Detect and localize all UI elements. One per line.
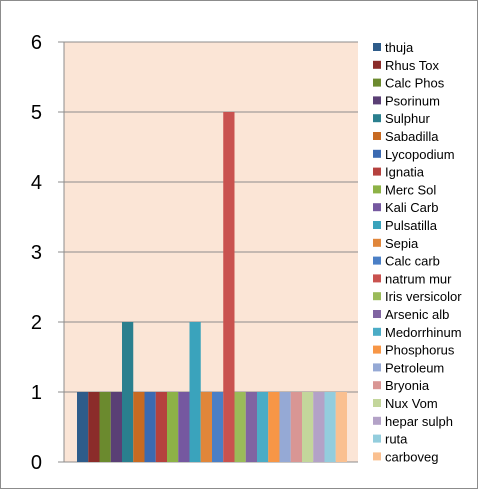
legend-swatch <box>373 149 381 158</box>
bar-ignatia <box>155 392 167 462</box>
bar-phosphorus <box>268 392 280 462</box>
legend-label: Merc Sol <box>385 182 436 197</box>
legend-swatch <box>373 256 381 265</box>
y-tick-label: 4 <box>31 172 42 194</box>
legend-swatch <box>373 310 381 318</box>
legend-swatch <box>373 203 381 212</box>
legend-swatch <box>373 399 381 407</box>
legend-swatch <box>373 114 381 123</box>
legend-label: Arsenic alb <box>385 307 449 322</box>
bars <box>77 112 347 462</box>
legend-swatch <box>373 167 381 176</box>
legend-swatch <box>373 381 381 390</box>
legend-swatch <box>373 221 381 229</box>
legend-label: Petroleum <box>385 360 444 375</box>
bar-rhus-tox <box>88 392 100 462</box>
legend-label: Phosphorus <box>385 343 455 358</box>
bar-sepia <box>200 392 212 462</box>
legend-swatch <box>373 327 381 336</box>
bar-sabadilla <box>133 392 145 462</box>
legend-swatch <box>373 43 381 51</box>
legend-swatch <box>373 78 381 87</box>
bar-hepar-sulph <box>313 392 325 462</box>
bar-bryonia <box>290 392 302 462</box>
legend-label: Lycopodium <box>385 147 455 162</box>
bar-medorrhinum <box>257 392 269 462</box>
y-tick-label: 2 <box>31 312 42 334</box>
legend-swatch <box>373 345 381 354</box>
bar-iris-versicolor <box>234 392 246 462</box>
bar-kali-carb <box>178 392 190 462</box>
legend-label: Medorrhinum <box>385 325 462 340</box>
y-axis: 0 1 2 3 4 5 6 <box>31 32 65 474</box>
legend-label: Ignatia <box>385 165 425 180</box>
y-tick-label: 0 <box>31 452 42 474</box>
legend-swatch <box>373 132 381 140</box>
legend-label: ruta <box>385 432 408 447</box>
legend-swatch <box>373 292 381 301</box>
legend-label: Calc Phos <box>385 76 445 91</box>
bar-merc-sol <box>167 392 179 462</box>
bar-ruta <box>324 392 336 462</box>
legend-swatch <box>373 452 381 461</box>
bar-pulsatilla <box>189 322 201 462</box>
legend-label: Psorinum <box>385 93 440 108</box>
bar-psorinum <box>110 392 122 462</box>
legend-label: Iris versicolor <box>385 289 462 304</box>
legend-label: thuja <box>385 40 414 55</box>
legend-swatch <box>373 363 381 372</box>
legend-label: Bryonia <box>385 378 430 393</box>
legend-label: carboveg <box>385 449 438 464</box>
legend-label: hepar sulph <box>385 414 453 429</box>
legend-swatch <box>373 60 381 69</box>
legend-label: Sabadilla <box>385 129 439 144</box>
legend-swatch <box>373 274 381 283</box>
legend-swatch <box>373 96 381 105</box>
y-tick-label: 3 <box>31 242 42 264</box>
bar-thuja <box>77 392 89 462</box>
legend-label: Sulphur <box>385 111 430 126</box>
legend-label: natrum mur <box>385 271 452 286</box>
bar-sulphur <box>122 322 134 462</box>
y-tick-label: 5 <box>31 102 42 124</box>
y-tick-label: 1 <box>31 382 42 404</box>
legend-label: Sepia <box>385 236 419 251</box>
legend-swatch <box>373 185 381 194</box>
y-tick-label: 6 <box>31 32 42 54</box>
bar-calc-phos <box>99 392 111 462</box>
bar-natrum-mur <box>223 112 235 462</box>
legend-label: Calc carb <box>385 254 440 269</box>
bar-carboveg <box>335 392 347 462</box>
bar-petroleum <box>279 392 291 462</box>
legend-label: Pulsatilla <box>385 218 438 233</box>
legend-label: Kali Carb <box>385 200 438 215</box>
bar-arsenic-alb <box>245 392 257 462</box>
bar-calc-carb <box>212 392 224 462</box>
legend-swatch <box>373 416 381 425</box>
legend-label: Nux Vom <box>385 396 438 411</box>
legend: thuja Rhus Tox Calc Phos Psorinum Sulphur Sab… <box>373 40 462 464</box>
legend-swatch <box>373 434 381 443</box>
legend-label: Rhus Tox <box>385 58 439 73</box>
bar-nux-vom <box>302 392 314 462</box>
legend-swatch <box>373 238 381 247</box>
bar-lycopodium <box>144 392 156 462</box>
